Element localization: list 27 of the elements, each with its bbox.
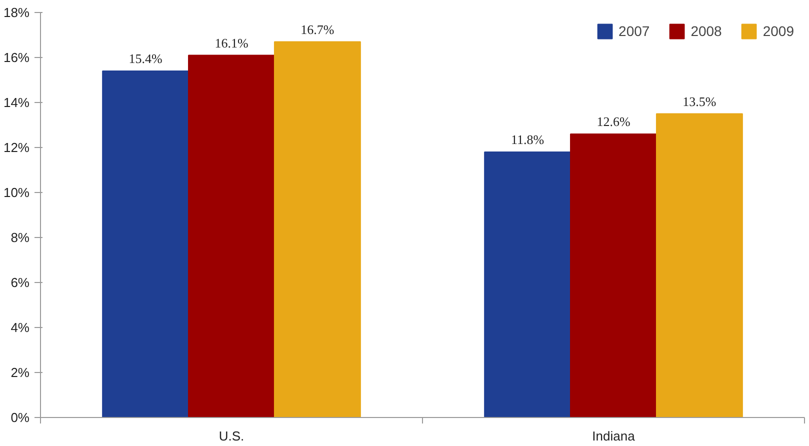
y-tick-label: 12% bbox=[3, 140, 30, 155]
data-label: 15.4% bbox=[128, 51, 163, 66]
y-tick-label: 14% bbox=[3, 95, 30, 110]
y-tick-label: 16% bbox=[3, 50, 30, 65]
x-tick-label: Indiana bbox=[592, 428, 636, 444]
data-label: 13.5% bbox=[682, 94, 716, 109]
data-label: 16.1% bbox=[214, 35, 248, 50]
y-tick-label: 2% bbox=[10, 365, 30, 380]
y-tick-label: 6% bbox=[10, 275, 30, 290]
data-label: 12.6% bbox=[596, 114, 630, 129]
legend-label: 2009 bbox=[762, 23, 794, 39]
y-tick-label: 4% bbox=[10, 320, 30, 335]
legend-label: 2007 bbox=[618, 23, 650, 39]
bar bbox=[570, 134, 657, 418]
data-label: 16.7% bbox=[300, 22, 334, 37]
x-tick-label: U.S. bbox=[218, 428, 244, 444]
y-tick-label: 18% bbox=[3, 5, 30, 20]
bar bbox=[656, 113, 743, 418]
y-tick-label: 8% bbox=[10, 230, 30, 245]
bar bbox=[484, 152, 572, 418]
y-tick-label: 0% bbox=[10, 410, 30, 425]
data-label: 11.8% bbox=[511, 132, 544, 147]
bar bbox=[102, 70, 190, 418]
legend-label: 2008 bbox=[690, 23, 722, 39]
bar bbox=[188, 54, 275, 418]
y-tick-label: 10% bbox=[3, 185, 30, 200]
bar bbox=[274, 41, 361, 418]
